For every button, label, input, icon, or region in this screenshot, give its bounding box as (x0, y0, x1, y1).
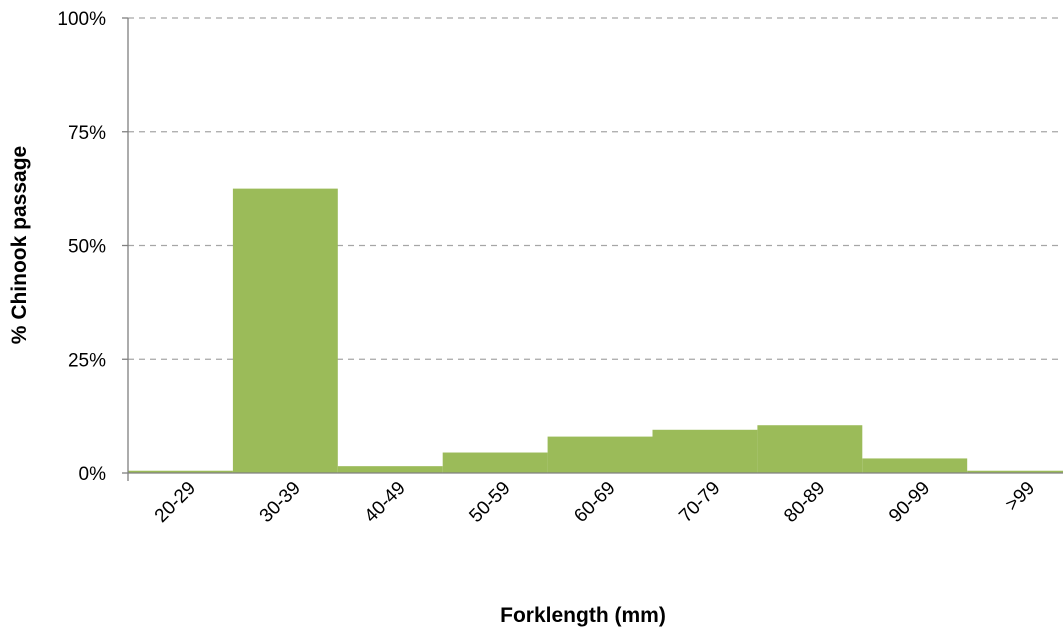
bar-80-89 (757, 425, 863, 473)
axis-layer (122, 17, 1063, 481)
bar-layer (128, 188, 1063, 473)
x-tick-label: 60-69 (570, 478, 619, 527)
bar-90-99 (862, 458, 968, 473)
bar-30-39 (232, 188, 338, 473)
bar-50-59 (442, 452, 548, 473)
y-tick-label: 0% (79, 464, 107, 485)
y-tick-label: 50% (68, 237, 106, 258)
x-tick-label: >99 (1002, 478, 1040, 516)
x-axis-title: Forklength (mm) (500, 604, 666, 627)
y-axis-title: % Chinook passage (8, 146, 31, 344)
x-tick-labels: 20-29 30-39 40-49 50-59 60-69 70-79 80-89 90-99… (151, 478, 1039, 527)
x-tick-label: 20-29 (151, 478, 200, 527)
bar-60-69 (547, 436, 653, 473)
x-tick-label: 40-49 (361, 478, 410, 527)
y-tick-label: 25% (68, 350, 106, 371)
x-tick-label: 80-89 (780, 478, 829, 527)
y-tick-labels: 0% 25% 50% 75% 100% (57, 9, 106, 485)
x-tick-label: 90-99 (885, 478, 934, 527)
y-tick-label: 75% (68, 123, 106, 144)
bar-40-49 (337, 466, 443, 473)
bar-70-79 (652, 429, 758, 473)
x-tick-label: 50-59 (465, 478, 514, 527)
x-tick-label: 70-79 (675, 478, 724, 527)
y-tick-label: 100% (57, 9, 106, 30)
x-tick-label: 30-39 (256, 478, 305, 527)
bar-20-29 (128, 470, 233, 473)
bar->99 (967, 470, 1063, 473)
